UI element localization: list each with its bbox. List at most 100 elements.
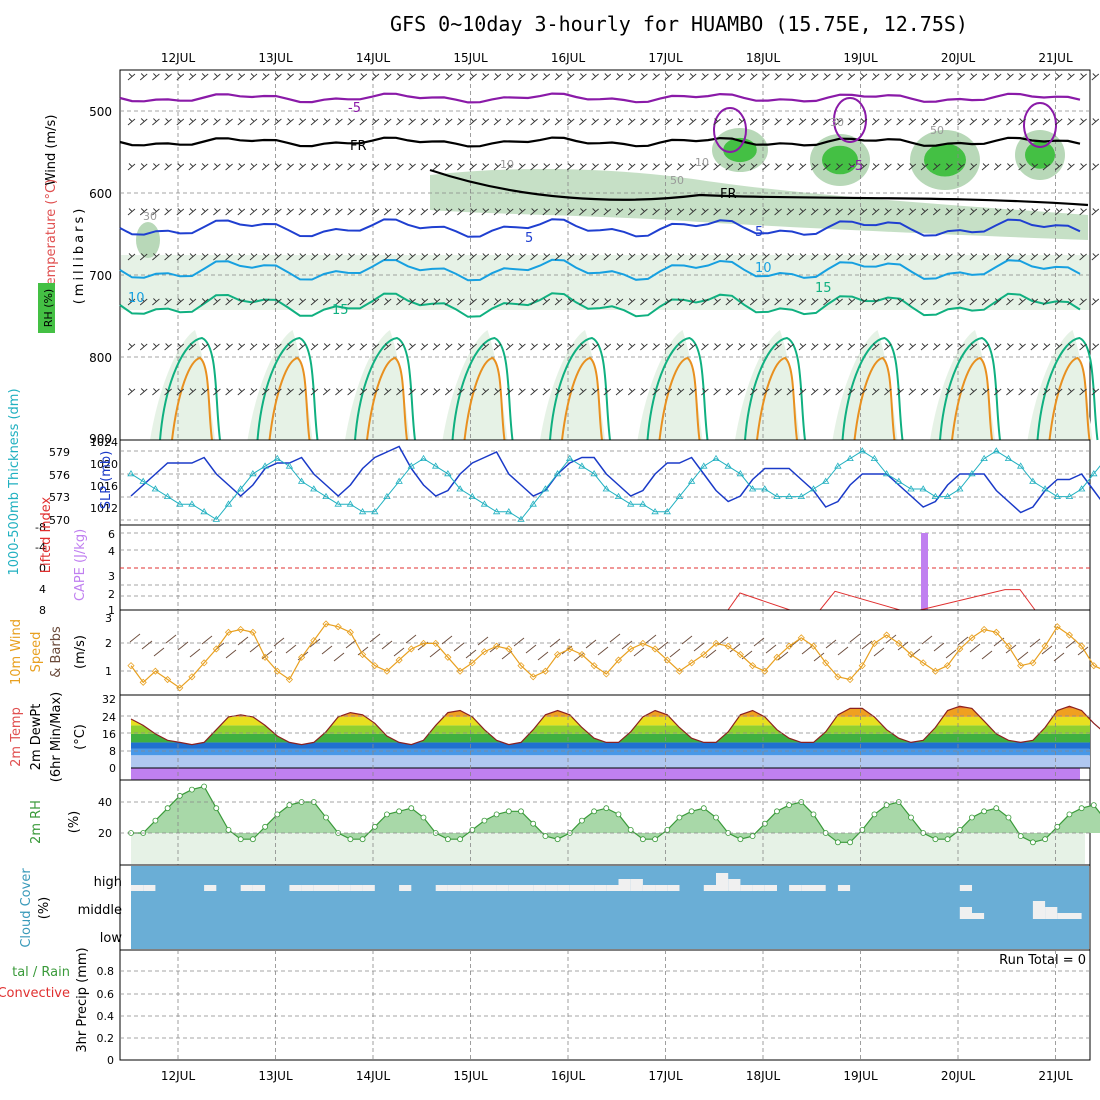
wind10-panel-frame [119, 609, 1091, 696]
wind-barb [615, 163, 624, 171]
rh2m-point [652, 836, 658, 843]
wind-barb [396, 73, 404, 81]
wind-barb [176, 253, 185, 261]
wind-barb [310, 388, 319, 396]
wind-barb [505, 208, 514, 216]
wind-barb [371, 163, 380, 171]
wind-barb [981, 298, 990, 306]
contour-minus5-cell [713, 107, 747, 153]
wind-barb [920, 163, 929, 171]
rh2m-point [908, 814, 914, 821]
thickness-line [130, 450, 1100, 521]
wind-barb [1030, 73, 1039, 81]
wind-barb [1091, 73, 1100, 81]
wind-barb [237, 208, 246, 216]
wind-barb [469, 388, 477, 396]
wind-barb [127, 118, 136, 126]
wind-barb [591, 298, 599, 306]
date-label-bottom: 14JUL [356, 1069, 391, 1083]
rh2m-point [1005, 814, 1012, 821]
wind-barb [176, 73, 185, 81]
ylabel-dewpt: 2m DewPt [29, 704, 44, 771]
wind-barb [920, 208, 929, 216]
cape-tick-4: 4 [108, 545, 115, 558]
wind10-barb [825, 639, 837, 649]
wind-barb [688, 253, 697, 261]
ylabel-speed: Speed [29, 632, 44, 673]
wind-barb [188, 163, 197, 171]
wind-barb [652, 118, 660, 126]
wind-barb [896, 73, 904, 81]
wind10-point [1017, 662, 1025, 670]
rh2m-point [688, 808, 695, 815]
wind-barb [615, 73, 624, 81]
wind-barb [1006, 253, 1014, 261]
cloud-bar [496, 885, 509, 891]
wind10-point [553, 650, 562, 659]
cloud-bar [667, 885, 680, 891]
wind10-barb [849, 633, 861, 643]
wind-barb [396, 298, 404, 306]
date-labels-bottom: 12JUL 13JUL 14JUL 15JUL 16JUL 17JUL 18JUL 19JUL… [161, 1069, 1073, 1083]
rh-core [1025, 141, 1055, 169]
wind-barb [603, 163, 612, 171]
rh2m-point [835, 839, 841, 846]
wind-barb [920, 298, 929, 306]
thickness-point [285, 462, 294, 469]
rh2m-point [444, 836, 451, 843]
contour-label-15b: 15 [815, 281, 832, 296]
wind-barb [871, 208, 880, 216]
wind-barb [676, 343, 685, 351]
temp-tick-0: 0 [109, 762, 116, 775]
thickness-point [480, 500, 489, 507]
wind-barb [652, 298, 660, 306]
rh2m-point [347, 836, 354, 843]
wind10-barb [705, 649, 717, 659]
temp-tick-8: 8 [109, 745, 116, 758]
wind10-barb [1017, 651, 1029, 661]
wind-barb [408, 118, 416, 126]
wind-barb [1042, 388, 1051, 396]
wind-barb [1091, 388, 1100, 396]
wind-barb [640, 343, 648, 351]
wind-barb [688, 388, 697, 396]
wind-barb [261, 343, 270, 351]
wind10-point [480, 648, 489, 656]
wind-barb [945, 118, 953, 126]
wind-barb [1067, 253, 1075, 261]
wind-barb [823, 208, 831, 216]
cloud-bars [131, 873, 1082, 919]
wind-barb [566, 208, 575, 216]
wind-barb [713, 163, 721, 171]
wind-barb [322, 298, 331, 306]
wind-barb [1079, 163, 1087, 171]
wind-barb [396, 118, 404, 126]
cloud-bar [959, 907, 972, 919]
cloud-bar [1057, 913, 1070, 919]
upper-wind-barbs [127, 73, 1100, 396]
wind-barb [835, 388, 843, 396]
wind10-point [1004, 642, 1013, 650]
rh2m-point [1066, 811, 1073, 818]
rh2m-point [225, 827, 232, 833]
contour-15-plume [159, 336, 221, 441]
wind-barb [835, 253, 843, 261]
wind-barb [505, 298, 514, 306]
wind-barb [554, 388, 563, 396]
li-tick-0: 0 [39, 562, 46, 575]
ylabel-wind: Wind (m/s) [44, 115, 59, 186]
contour-label-10a: 10 [128, 291, 145, 306]
rh2m-point [981, 808, 987, 815]
wind-barb [200, 388, 209, 396]
wind-barb [652, 73, 660, 81]
wind10-point [578, 650, 586, 659]
thickness-point [249, 470, 257, 477]
wind-barb [1091, 163, 1100, 171]
wind10-point [688, 659, 696, 667]
wind-barb [627, 253, 636, 261]
cloud-bar [752, 885, 765, 891]
wind-barb [383, 388, 392, 396]
ylabel-lifted-index: Lifted Index [39, 496, 54, 573]
wind-barb [701, 298, 709, 306]
wind-barb [237, 73, 246, 81]
